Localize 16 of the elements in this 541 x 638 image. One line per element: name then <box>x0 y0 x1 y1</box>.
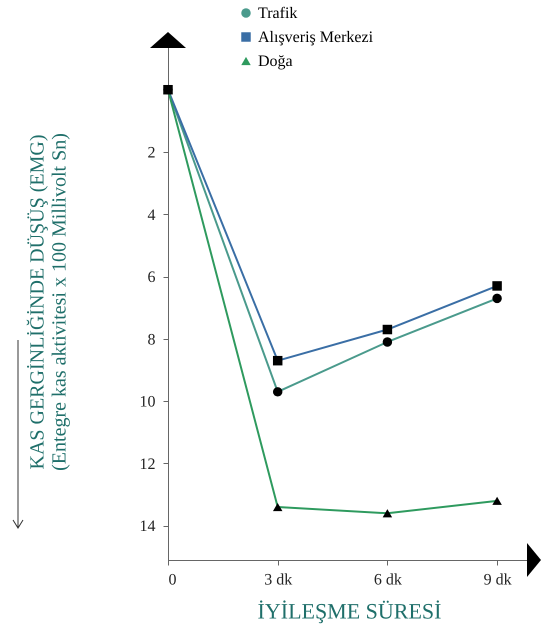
x-tick-label: 9 dk <box>484 572 512 588</box>
x-tick-label: 6 dk <box>374 572 402 588</box>
y-tick-label: 2 <box>148 144 156 162</box>
x-tick-label: 3 dk <box>264 572 292 588</box>
x-axis-title: İYİLEŞME SÜRESİ <box>258 598 442 624</box>
y-tick-label: 4 <box>148 206 156 224</box>
legend-label: Trafik <box>258 5 298 22</box>
y-tick-label: 12 <box>140 456 156 473</box>
y-axis-title: KAS GERGİNLİĞİNDE DÜŞÜŞ (EMG) (Entegre kas aktivitesi x 100 Millivolt Sn) <box>26 133 70 471</box>
y-tick-label: 14 <box>140 518 156 536</box>
y-tick-label: 6 <box>148 269 156 286</box>
y-tick-label: 10 <box>140 394 156 411</box>
legend-label: Doğa <box>258 53 293 70</box>
legend-label: Alışveriş Merkezi <box>258 29 374 46</box>
y-tick-label: 8 <box>148 331 156 348</box>
x-tick-label: 0 <box>168 572 176 588</box>
